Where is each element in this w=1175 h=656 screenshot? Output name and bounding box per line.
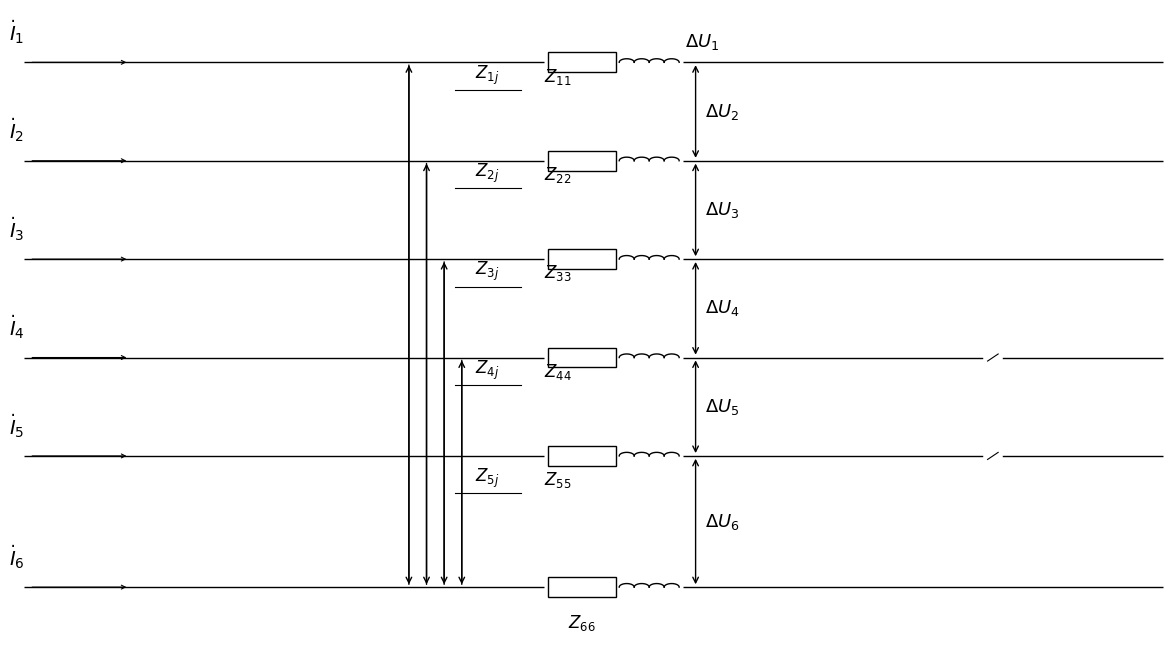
- Bar: [548, 446, 616, 466]
- Text: $Z_{55}$: $Z_{55}$: [544, 470, 572, 490]
- Text: $\Delta U_2$: $\Delta U_2$: [705, 102, 739, 121]
- Text: $Z_{11}$: $Z_{11}$: [544, 67, 572, 87]
- Text: $\dot{I}_1$: $\dot{I}_1$: [9, 18, 25, 46]
- Text: $\dot{I}_4$: $\dot{I}_4$: [9, 313, 25, 341]
- Text: $Z_{22}$: $Z_{22}$: [544, 165, 572, 185]
- Text: $\Delta U_3$: $\Delta U_3$: [705, 200, 739, 220]
- Bar: [548, 577, 616, 597]
- Bar: [548, 52, 616, 72]
- Bar: [548, 348, 616, 367]
- Text: $\dot{I}_6$: $\dot{I}_6$: [9, 543, 25, 571]
- Text: $Z_{1j}$: $Z_{1j}$: [476, 64, 499, 87]
- Text: $\dot{I}_3$: $\dot{I}_3$: [9, 215, 25, 243]
- Text: $Z_{33}$: $Z_{33}$: [544, 264, 572, 283]
- Text: $Z_{3j}$: $Z_{3j}$: [476, 260, 499, 283]
- Text: $Z_{2j}$: $Z_{2j}$: [476, 162, 499, 185]
- Text: $\dot{I}_2$: $\dot{I}_2$: [9, 116, 25, 144]
- Text: $Z_{4j}$: $Z_{4j}$: [476, 359, 499, 382]
- Text: $\Delta U_1$: $\Delta U_1$: [685, 33, 719, 52]
- Text: $\Delta U_6$: $\Delta U_6$: [705, 512, 740, 531]
- Text: $\dot{I}_5$: $\dot{I}_5$: [9, 411, 25, 440]
- Text: $\Delta U_5$: $\Delta U_5$: [705, 397, 739, 417]
- Bar: [548, 151, 616, 171]
- Text: $Z_{5j}$: $Z_{5j}$: [476, 467, 499, 490]
- Text: $\Delta U_4$: $\Delta U_4$: [705, 298, 740, 318]
- Text: $Z_{44}$: $Z_{44}$: [544, 362, 572, 382]
- Text: $Z_{66}$: $Z_{66}$: [568, 613, 596, 633]
- Bar: [548, 249, 616, 269]
